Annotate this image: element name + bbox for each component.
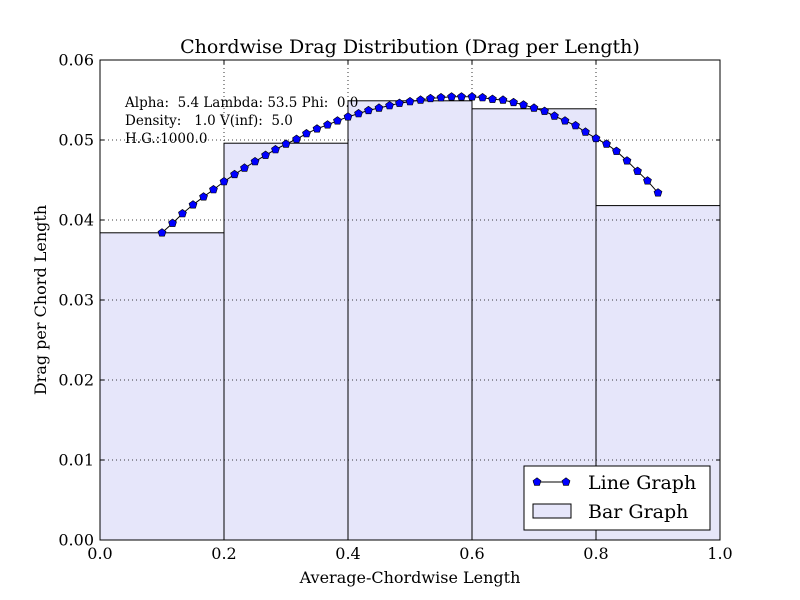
- line-point: [312, 124, 322, 133]
- x-tick-label: 0.4: [335, 544, 360, 563]
- y-axis-label: Drag per Chord Length: [31, 205, 50, 395]
- bar-1: [223, 142, 349, 541]
- line-point: [602, 139, 611, 148]
- bar-0: [99, 232, 225, 541]
- line-point: [498, 95, 508, 104]
- line-point: [364, 105, 373, 115]
- annotation-block: Alpha: 5.4 Lambda: 53.5 Phi: 0.0 Density…: [124, 95, 358, 147]
- line-point: [405, 97, 415, 106]
- line-point: [550, 111, 559, 120]
- legend-line-marker: [532, 477, 542, 486]
- x-tick-label: 0.6: [459, 544, 484, 563]
- y-tick-label: 0.05: [58, 131, 94, 150]
- line-point: [457, 92, 466, 101]
- line-point: [529, 103, 539, 112]
- line-point: [395, 98, 404, 107]
- line-point: [240, 163, 249, 172]
- line-point: [478, 93, 487, 102]
- legend-label-bar: Bar Graph: [588, 501, 688, 523]
- line-point: [509, 97, 518, 107]
- line-point: [168, 218, 177, 227]
- line-point: [633, 166, 642, 175]
- line-point: [323, 120, 332, 129]
- line-point: [209, 185, 218, 194]
- line-point: [571, 121, 580, 130]
- line-point: [219, 177, 229, 186]
- line-point: [591, 133, 601, 143]
- line-point: [540, 106, 549, 115]
- line-point: [447, 92, 456, 101]
- annotation-line-3: H.G.:1000.0: [125, 131, 207, 147]
- line-point: [230, 169, 239, 179]
- line-point: [302, 129, 311, 138]
- line-point: [467, 92, 477, 101]
- annotation-line-1: Alpha: 5.4 Lambda: 53.5 Phi: 0.0: [124, 95, 358, 111]
- x-tick-label: 0.0: [87, 544, 112, 563]
- line-point: [271, 145, 280, 154]
- line-point: [488, 94, 497, 103]
- y-tick-label: 0.02: [58, 371, 94, 390]
- line-point: [250, 157, 260, 166]
- line-point: [343, 112, 353, 121]
- line-point: [199, 192, 208, 201]
- y-tick-label: 0.00: [58, 531, 94, 550]
- y-tick-label: 0.03: [58, 291, 94, 310]
- line-point: [157, 228, 167, 237]
- line-point: [385, 101, 394, 110]
- legend-label-line: Line Graph: [588, 472, 696, 494]
- y-tick-label: 0.04: [58, 211, 94, 230]
- bar-2: [347, 100, 473, 541]
- line-point: [354, 109, 363, 118]
- plot-area: 0.0 0.2 0.4 0.6 0.8 1.0 0.00 0.01 0.02 0.03 0.04 0.…: [58, 51, 732, 564]
- line-point: [653, 188, 663, 197]
- x-tick-label: 1.0: [707, 544, 732, 563]
- line-point: [261, 150, 270, 159]
- line-point: [519, 100, 528, 109]
- line-point: [436, 93, 446, 102]
- legend-line-marker: [561, 477, 571, 486]
- x-tick-label: 0.8: [583, 544, 608, 563]
- line-point: [292, 134, 301, 143]
- line-point: [643, 176, 652, 185]
- line-point: [178, 209, 187, 218]
- line-point: [416, 95, 425, 104]
- line-point: [426, 93, 435, 103]
- line-point: [622, 156, 632, 165]
- line-point: [188, 200, 198, 209]
- line-point: [581, 127, 590, 136]
- line-point: [560, 116, 570, 125]
- legend: Line Graph Bar Graph: [523, 465, 711, 531]
- y-tick-label: 0.06: [58, 51, 94, 70]
- annotation-line-2: Density: 1.0 V(inf): 5.0: [125, 113, 293, 129]
- line-point: [612, 146, 621, 155]
- legend-box: [523, 465, 711, 531]
- chart-title: Chordwise Drag Distribution (Drag per Le…: [180, 36, 640, 58]
- line-point: [374, 103, 384, 112]
- line-point: [333, 116, 342, 125]
- x-tick-label: 0.2: [211, 544, 236, 563]
- x-axis-label: Average-Chordwise Length: [299, 568, 521, 587]
- line-point: [281, 139, 291, 148]
- y-tick-label: 0.01: [58, 451, 94, 470]
- legend-bar-swatch: [532, 503, 572, 519]
